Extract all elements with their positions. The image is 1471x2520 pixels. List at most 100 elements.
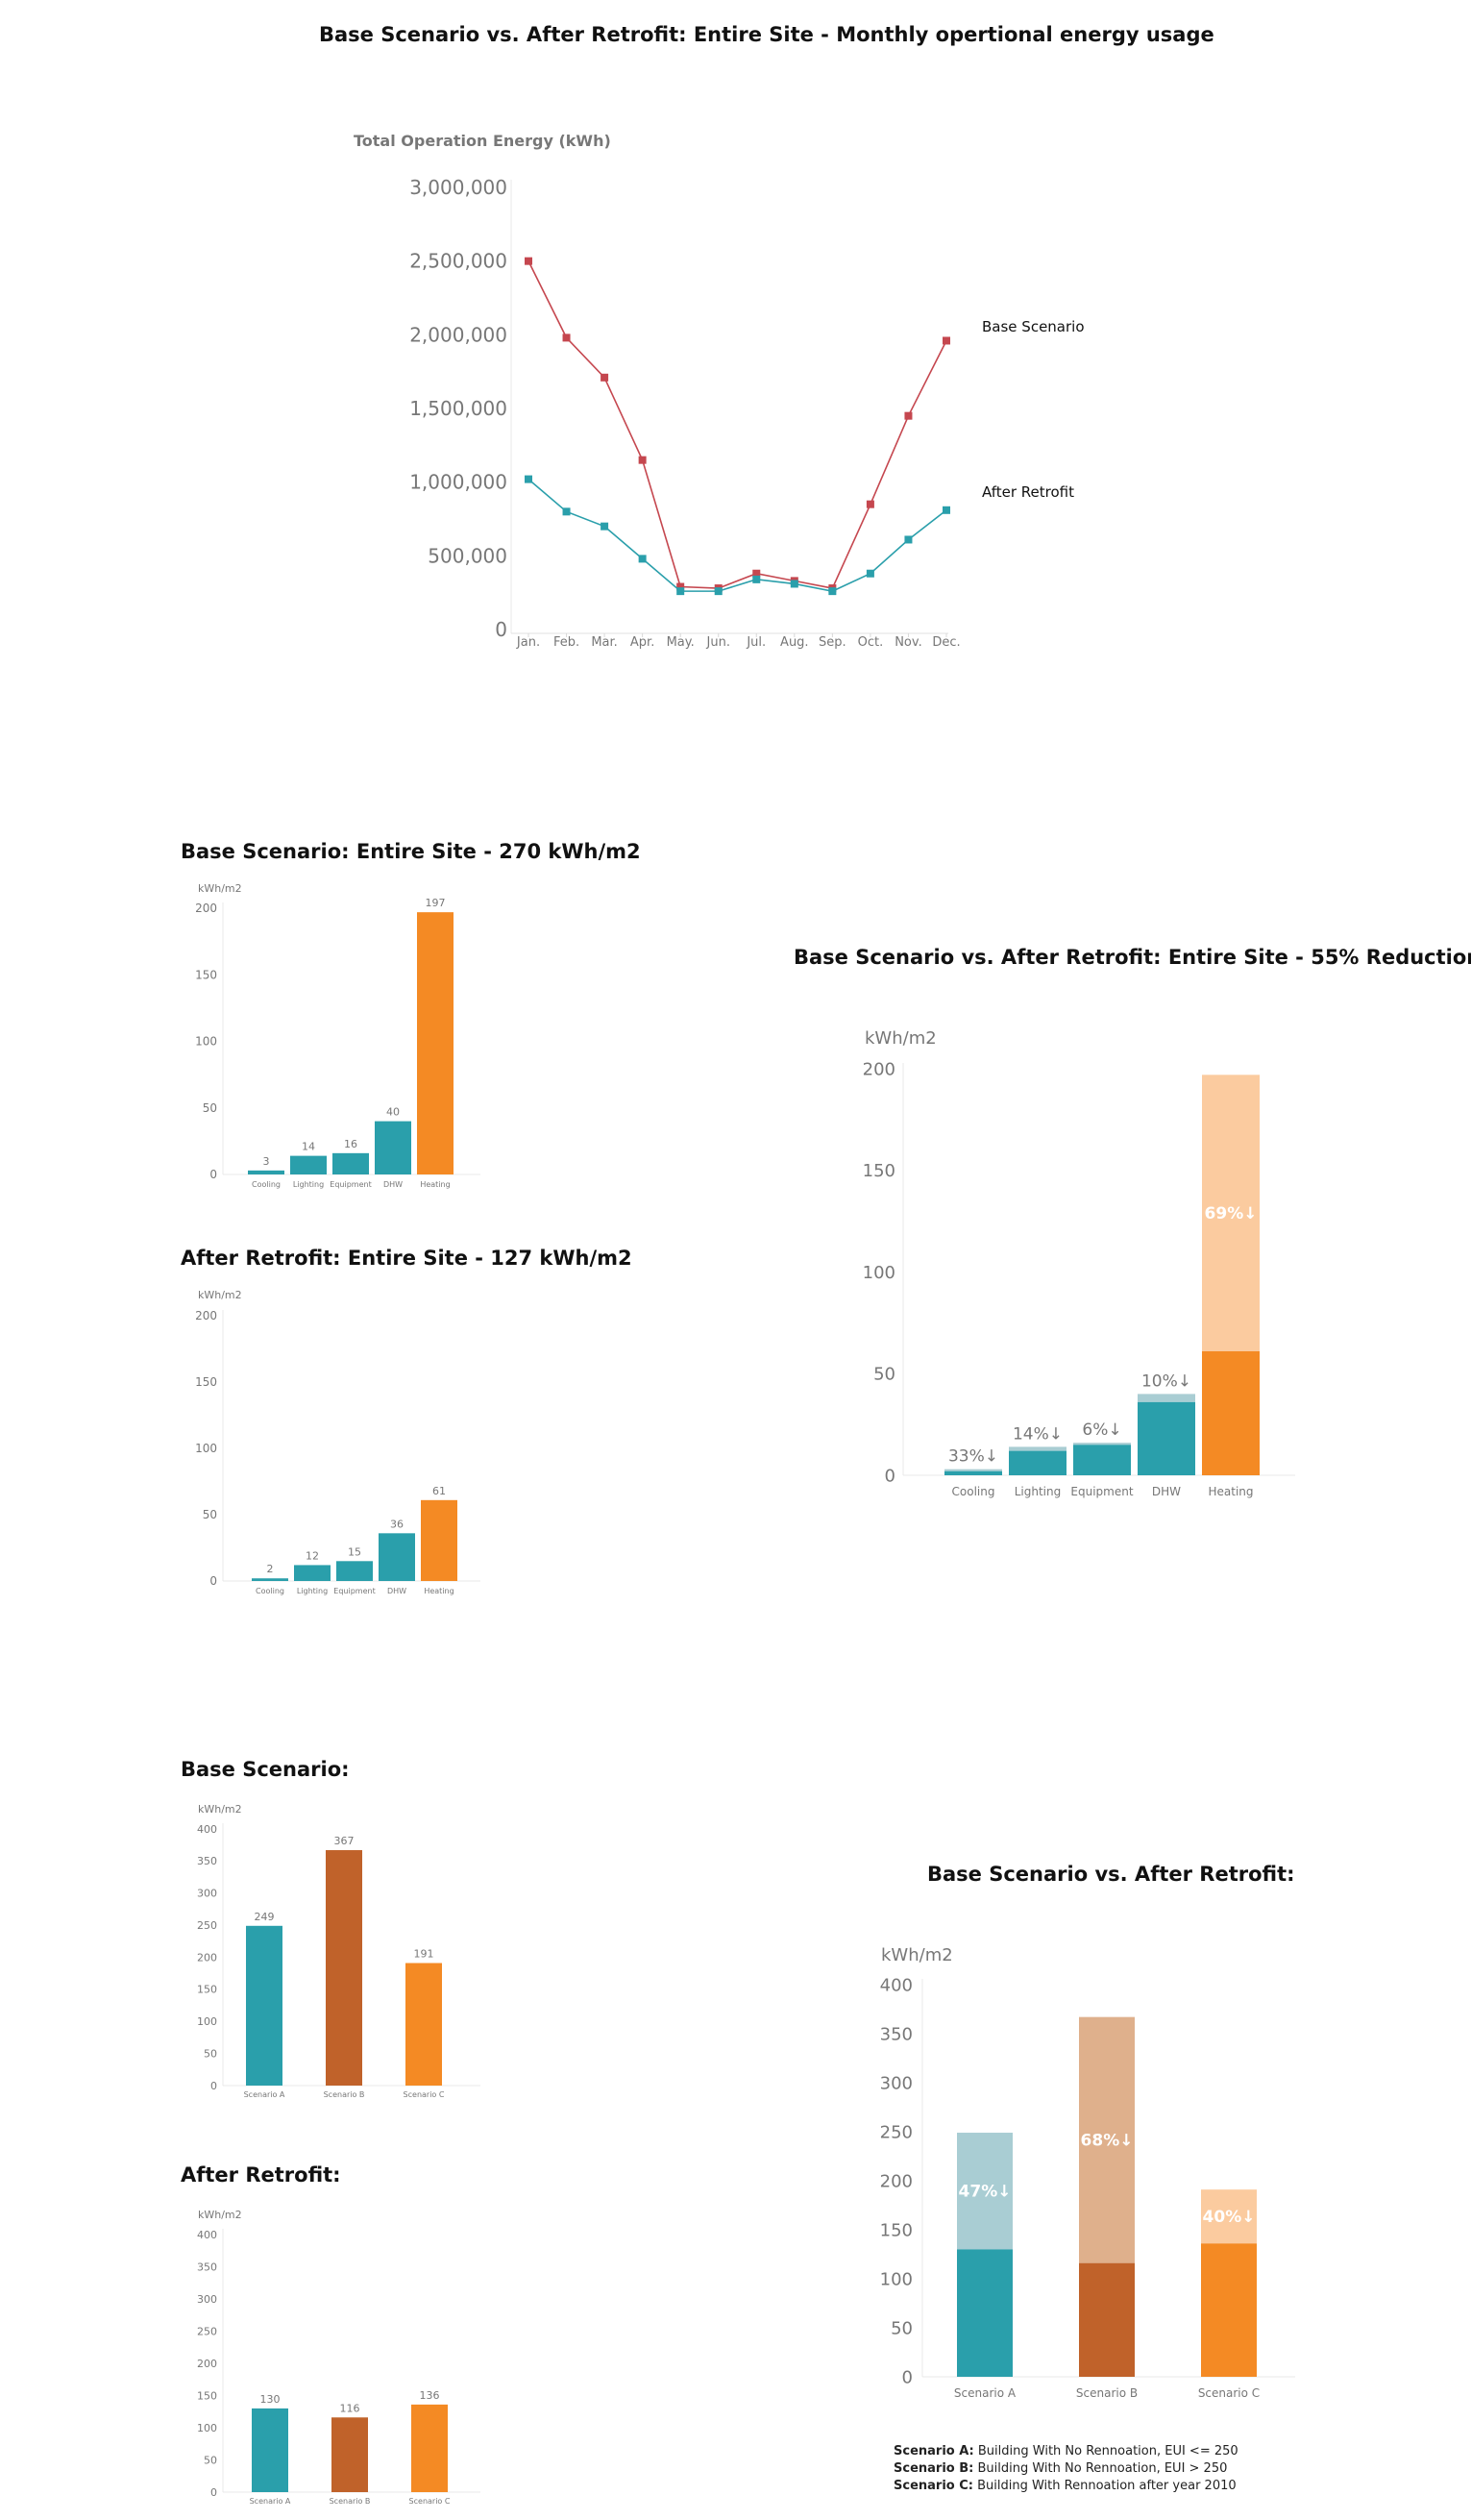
scenario-b-note-label: Scenario B:	[894, 2461, 974, 2476]
compare_site-retrofit-bar	[1073, 1445, 1131, 1475]
monthly-base-scenario-point	[601, 373, 609, 382]
compare_site-reduction-label: 10%↓	[1141, 1371, 1191, 1391]
base_scen-category-label: Scenario C	[404, 2090, 445, 2099]
base_site-value-label: 3	[263, 1155, 270, 1168]
compare_scen-reduction-label: 40%↓	[1203, 2208, 1256, 2227]
monthly-x-tick-label: Oct.	[858, 635, 884, 650]
base_scen-y-tick-label: 350	[197, 1855, 217, 1867]
base_scen-category-label: Scenario B	[324, 2090, 365, 2099]
base-scenario-chart-title: Base Scenario:	[181, 1758, 350, 1781]
retrofit_scen-category-label: Scenario C	[409, 2497, 451, 2506]
retrofit_scen-bar	[411, 2404, 448, 2492]
base_scen-category-label: Scenario A	[244, 2090, 285, 2099]
base_site-y-tick-label: 100	[195, 1035, 217, 1049]
base_site-bar	[248, 1170, 284, 1174]
retrofit_scen-y-tick-label: 0	[210, 2486, 217, 2499]
retrofit_scen-value-label: 136	[420, 2389, 440, 2402]
compare_site-reduction-label: 14%↓	[1013, 1424, 1063, 1444]
compare_site-category-label: Cooling	[952, 1485, 995, 1498]
scenario-c-note: Scenario C: Building With Rennoation aft…	[894, 2479, 1237, 2493]
scenario-a-note: Scenario A: Building With No Rennoation,…	[894, 2444, 1238, 2458]
compare_site-base-bar	[944, 1469, 1002, 1471]
monthly-base-scenario-point	[752, 569, 761, 578]
retrofit_site-category-label: DHW	[387, 1587, 406, 1595]
compare_scen-category-label: Scenario B	[1076, 2386, 1138, 2400]
retrofit-site-chart-title: After Retrofit: Entire Site - 127 kWh/m2	[181, 1247, 632, 1270]
base_scen-y-tick-label: 300	[197, 1888, 217, 1900]
base_site-category-label: Cooling	[252, 1180, 281, 1189]
monthly-x-tick-label: Feb.	[553, 635, 579, 650]
retrofit_scen-bar	[331, 2417, 368, 2492]
compare_site-base-bar	[1009, 1446, 1066, 1451]
compare-site-chart-title: Base Scenario vs. After Retrofit: Entire…	[794, 946, 1471, 969]
retrofit_site-value-label: 12	[306, 1549, 319, 1562]
retrofit_scen-y-tick-label: 150	[197, 2389, 217, 2402]
retrofit_site-category-label: Lighting	[297, 1587, 328, 1595]
monthly-x-tick-label: Apr.	[630, 635, 654, 650]
compare_scen-y-tick-label: 250	[880, 2122, 913, 2142]
retrofit_scen-y-tick-label: 50	[204, 2454, 217, 2466]
retrofit_site-bar	[379, 1533, 415, 1581]
base_site-y-tick-label: 50	[203, 1101, 217, 1115]
compare_scen-base-bar	[1201, 2189, 1257, 2244]
compare_scen-base-bar	[957, 2133, 1013, 2250]
retrofit-scenario-chart-title: After Retrofit:	[181, 2163, 341, 2186]
compare_scen-y-tick-label: 150	[880, 2220, 913, 2240]
compare_scen-category-label: Scenario C	[1198, 2386, 1260, 2400]
retrofit_scen-value-label: 130	[260, 2393, 281, 2406]
base_site-bar	[417, 912, 454, 1174]
compare_scen-y-tick-label: 350	[880, 2024, 913, 2044]
base_site-category-label: Heating	[420, 1180, 450, 1189]
compare_scen-reduction-label: 68%↓	[1081, 2132, 1134, 2151]
monthly-base-scenario-point	[943, 336, 950, 345]
retrofit_site-bar	[252, 1578, 288, 1581]
base_site-category-label: DHW	[383, 1180, 403, 1189]
retrofit_site-y-axis-label: kWh/m2	[198, 1289, 242, 1301]
retrofit_site-category-label: Equipment	[333, 1587, 375, 1595]
base_site-y-tick-label: 150	[195, 968, 217, 981]
monthly-after-retrofit-point	[904, 535, 913, 544]
retrofit_scen-y-tick-label: 250	[197, 2325, 217, 2337]
compare_site-retrofit-bar	[1138, 1401, 1195, 1475]
monthly-base-scenario-point	[866, 500, 874, 508]
monthly-after-retrofit-point	[638, 555, 647, 563]
compare_site-reduction-label: 6%↓	[1082, 1421, 1121, 1440]
retrofit_site-y-tick-label: 150	[195, 1375, 217, 1389]
retrofit_site-value-label: 2	[267, 1563, 274, 1575]
monthly-after-retrofit-point	[790, 580, 798, 588]
monthly-after-retrofit-point	[714, 587, 723, 596]
compare-scenario-chart-title: Base Scenario vs. After Retrofit:	[927, 1863, 1295, 1886]
compare_site-y-tick-label: 150	[863, 1161, 895, 1181]
scenario-b-note: Scenario B: Building With No Rennoation,…	[894, 2461, 1227, 2476]
compare_site-y-tick-label: 200	[863, 1059, 895, 1079]
monthly-x-tick-label: Dec.	[932, 635, 960, 650]
monthly-y-tick-label: 2,500,000	[409, 250, 507, 273]
retrofit_site-y-tick-label: 100	[195, 1442, 217, 1455]
compare_site-y-tick-label: 100	[863, 1263, 895, 1283]
base_scen-value-label: 249	[255, 1911, 275, 1923]
compare_scen-base-bar	[1079, 2016, 1135, 2263]
compare_scen-retrofit-bar	[1201, 2243, 1257, 2377]
monthly-base-scenario-point	[676, 582, 685, 591]
compare_scen-y-tick-label: 300	[880, 2073, 913, 2093]
compare_scen-y-tick-label: 200	[880, 2171, 913, 2191]
monthly-after-retrofit-point	[828, 587, 837, 596]
base_site-value-label: 40	[386, 1106, 400, 1119]
monthly-after-retrofit-line	[527, 478, 947, 592]
monthly-x-tick-label: May.	[667, 635, 695, 650]
base_scen-bar	[405, 1963, 442, 2086]
base_scen-value-label: 367	[334, 1835, 355, 1847]
compare_site-y-tick-label: 0	[885, 1466, 895, 1486]
compare_scen-retrofit-bar	[957, 2249, 1013, 2377]
scenario-c-note-label: Scenario C:	[894, 2479, 973, 2493]
compare_scen-y-tick-label: 100	[880, 2269, 913, 2289]
monthly-after-retrofit-point	[601, 522, 609, 531]
compare_scen-reduction-label: 47%↓	[959, 2183, 1012, 2202]
base_site-bar	[375, 1121, 411, 1174]
compare_scen-y-axis-label: kWh/m2	[881, 1945, 953, 1965]
legend-after-retrofit: After Retrofit	[982, 483, 1074, 501]
base_scen-bar	[246, 1925, 282, 2086]
compare_site-base-bar	[1202, 1075, 1260, 1351]
retrofit_site-value-label: 36	[390, 1518, 404, 1530]
